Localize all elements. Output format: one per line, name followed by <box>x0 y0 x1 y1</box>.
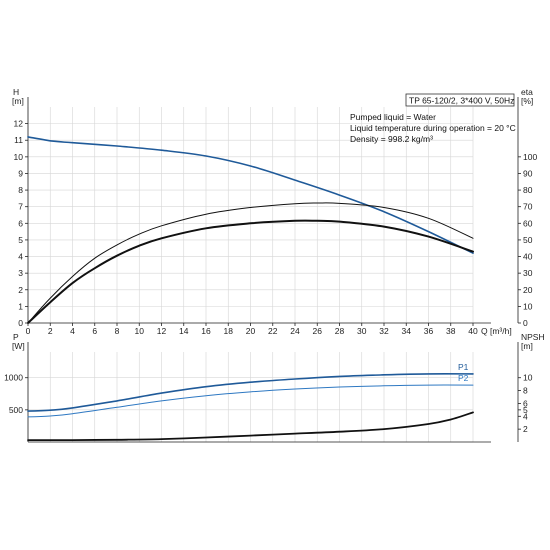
info-line-temperature: Liquid temperature during operation = 20… <box>350 123 516 133</box>
series-line-0-0 <box>27 136 474 254</box>
series-label-p1: P1 <box>458 362 469 372</box>
x-tick-label: 4 <box>70 326 75 336</box>
y-right-tick-label: 4 <box>523 411 528 421</box>
y-left-tick-label: 5 <box>18 235 23 245</box>
x-tick-label: 14 <box>179 326 189 336</box>
y-right-axis-unit: [%] <box>521 96 533 106</box>
x-tick-label: 24 <box>290 326 300 336</box>
y-right-tick-label: 8 <box>523 386 528 396</box>
y-right-axis-label: eta <box>521 87 533 97</box>
x-tick-label: 2 <box>48 326 53 336</box>
y-left-tick-label: 1000 <box>4 373 23 383</box>
y-right-tick-label: 60 <box>523 218 533 228</box>
series-line-0-1 <box>27 202 474 324</box>
series-line-1-0 <box>27 373 474 412</box>
series-label-p2: P2 <box>458 373 469 383</box>
series-line-1-2 <box>27 411 474 442</box>
y-left-tick-label: 10 <box>14 152 24 162</box>
y-right-tick-label: 6 <box>523 398 528 408</box>
y-left-tick-label: 0 <box>18 318 23 328</box>
y-left-tick-label: 6 <box>18 218 23 228</box>
x-tick-label: 18 <box>224 326 234 336</box>
info-line-density: Density = 998.2 kg/m³ <box>350 134 433 144</box>
x-tick-label: 38 <box>446 326 456 336</box>
info-line-liquid: Pumped liquid = Water <box>350 112 436 122</box>
y-left-axis-label: P <box>13 332 19 342</box>
x-tick-label: 8 <box>115 326 120 336</box>
y-left-tick-label: 4 <box>18 252 23 262</box>
x-tick-label: 40 <box>468 326 478 336</box>
y-left-tick-label: 2 <box>18 285 23 295</box>
series-line-0-2 <box>27 219 474 324</box>
y-left-tick-label: 500 <box>9 405 23 415</box>
y-left-tick-label: 3 <box>18 268 23 278</box>
x-tick-label: 26 <box>313 326 323 336</box>
y-right-tick-label: 2 <box>523 424 528 434</box>
y-left-tick-label: 1 <box>18 301 23 311</box>
x-tick-label: 32 <box>379 326 389 336</box>
y-right-tick-label: 5 <box>523 405 528 415</box>
info-title: TP 65-120/2, 3*400 V, 50Hz <box>409 96 514 106</box>
y-left-tick-label: 7 <box>18 202 23 212</box>
y-left-axis-label: H <box>13 87 19 97</box>
x-tick-label: 12 <box>157 326 167 336</box>
x-tick-label: 6 <box>92 326 97 336</box>
y-right-tick-label: 10 <box>523 373 533 383</box>
y-right-tick-label: 80 <box>523 185 533 195</box>
y-right-tick-label: 0 <box>523 318 528 328</box>
x-tick-label: 28 <box>335 326 345 336</box>
x-tick-label: 10 <box>135 326 145 336</box>
y-right-tick-label: 90 <box>523 168 533 178</box>
info-title-box <box>405 93 515 107</box>
x-tick-label: 16 <box>201 326 211 336</box>
y-right-axis-label: NPSH <box>521 332 545 342</box>
series-line-1-1 <box>27 384 474 418</box>
x-tick-label: 20 <box>246 326 256 336</box>
y-left-tick-label: 8 <box>18 185 23 195</box>
y-right-tick-label: 30 <box>523 268 533 278</box>
y-right-tick-label: 100 <box>523 152 537 162</box>
y-left-tick-label: 12 <box>14 119 24 129</box>
x-axis-label: Q [m³/h] <box>481 326 512 336</box>
y-right-tick-label: 20 <box>523 285 533 295</box>
x-tick-label: 36 <box>424 326 434 336</box>
x-tick-label: 30 <box>357 326 367 336</box>
y-right-tick-label: 50 <box>523 235 533 245</box>
x-tick-label: 22 <box>268 326 278 336</box>
info-box: TP 65-120/2, 3*400 V, 50Hz Pumped liquid… <box>350 93 516 144</box>
y-left-tick-label: 11 <box>14 135 23 145</box>
y-right-tick-label: 40 <box>523 252 533 262</box>
y-right-axis-unit: [m] <box>521 341 533 351</box>
x-tick-label: 0 <box>26 326 31 336</box>
x-tick-label: 34 <box>402 326 412 336</box>
y-right-tick-label: 70 <box>523 202 533 212</box>
y-left-axis-unit: [m] <box>12 96 24 106</box>
y-left-axis-unit: [W] <box>12 341 25 351</box>
y-left-tick-label: 9 <box>18 168 23 178</box>
y-right-tick-label: 10 <box>523 301 533 311</box>
